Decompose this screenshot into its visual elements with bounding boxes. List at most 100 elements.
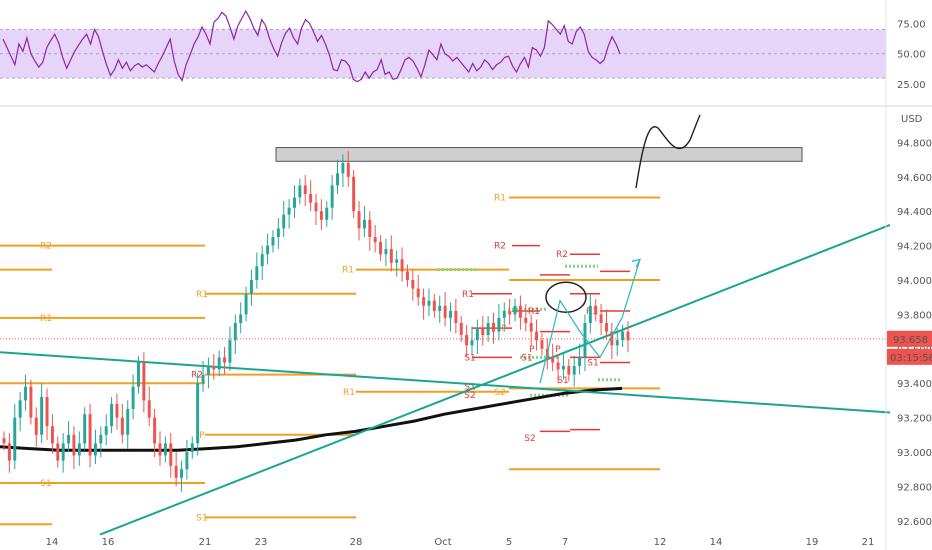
pivot-label: S1 (557, 376, 568, 386)
candle-body (88, 414, 92, 456)
candle-body (212, 366, 216, 370)
pivot-label: R1 (342, 266, 354, 276)
candle-body (303, 185, 307, 194)
candle-body (379, 242, 383, 255)
pivot-label: R2 (556, 250, 568, 260)
candle-body (174, 465, 178, 478)
candle-body (389, 249, 393, 263)
candle-body (126, 409, 130, 435)
candle-body (18, 400, 22, 418)
price-axis: 75.00 50.00 25.00 14 16 21 23 28 Oct 5 7 12 14 19 21 94… (46, 0, 932, 550)
candle-body (621, 331, 625, 341)
candle-body (24, 386, 27, 401)
y-tick-label: 94.800 (897, 138, 932, 149)
candle-body (449, 310, 452, 318)
candle-body (223, 357, 227, 363)
candle-body (34, 417, 38, 435)
candle-body (276, 228, 280, 237)
candle-body (83, 414, 87, 444)
pivot-label: R2 (40, 242, 52, 252)
candle-body (465, 335, 469, 346)
candle-body (518, 305, 522, 318)
candle-body (45, 396, 49, 427)
candle-body (594, 305, 598, 315)
y-tick-label: 94.600 (897, 173, 932, 184)
candle-body (104, 426, 108, 435)
candle-body (362, 219, 366, 229)
projection-arrowhead (631, 258, 642, 268)
candle-body (196, 383, 200, 444)
candle-body (29, 386, 33, 418)
candle-body (282, 214, 286, 229)
candle-body (93, 443, 97, 456)
candle-body (422, 297, 426, 306)
candle-body (249, 280, 253, 294)
candle-body (599, 314, 603, 323)
candle-body (524, 317, 528, 323)
x-tick-label: 23 (255, 537, 268, 548)
candle-body (336, 173, 339, 186)
pivot-label: R1 (196, 290, 208, 300)
candle-body (605, 323, 608, 332)
x-tick-label: 14 (710, 537, 723, 548)
candle-body (319, 211, 323, 220)
candle-body (588, 305, 592, 323)
hand-drawn-curve (635, 114, 701, 189)
candle-body (470, 340, 474, 346)
candle-body (120, 417, 124, 435)
rsi-tick-label: 50.00 (897, 50, 926, 61)
candle-body (438, 305, 442, 311)
candle-body (572, 366, 576, 375)
candle-body (206, 366, 210, 375)
candle-body (411, 280, 415, 289)
candle-body (228, 340, 232, 363)
candle-body (77, 443, 81, 456)
candle-body (561, 366, 565, 370)
candle-body (357, 211, 361, 229)
y-tick-label: 93.000 (897, 448, 932, 459)
candle-body (508, 310, 512, 315)
candle-body (443, 305, 447, 318)
candle-body (158, 443, 162, 456)
x-tick-label: 12 (654, 537, 667, 548)
candle-body (535, 331, 539, 341)
pivot-label: R1 (586, 307, 598, 317)
pivot-label: S2 (524, 434, 535, 444)
trendline-up (99, 224, 891, 536)
candle-body (185, 452, 189, 470)
candle-body (67, 434, 71, 444)
y-tick-label: 94.200 (897, 242, 932, 253)
last-price-tag (887, 330, 932, 347)
candle-body (287, 207, 291, 215)
candle-body (99, 434, 103, 444)
pivot-label: S1 (587, 359, 598, 369)
y-tick-label: 92.800 (897, 482, 932, 493)
sma200-line (0, 386, 623, 452)
candle-body (615, 340, 619, 346)
candle-body (368, 219, 372, 237)
countdown-text: 03:15:56 (890, 353, 932, 364)
y-tick-label: 94.000 (897, 276, 932, 287)
x-tick-label: 14 (46, 537, 59, 548)
candle-body (567, 366, 571, 375)
x-tick-label: 21 (862, 537, 875, 548)
pivot-label: R1 (40, 314, 52, 324)
x-tick-label: 19 (806, 537, 819, 548)
candle-body (400, 259, 404, 272)
pivot-label: R1 (462, 290, 474, 300)
x-tick-label: 21 (199, 537, 212, 548)
candle-body (201, 374, 205, 384)
candle-body (180, 469, 183, 478)
candle-body (233, 323, 237, 341)
unit-label: USD (901, 114, 923, 125)
candle-body (341, 163, 345, 174)
candle-body (131, 386, 135, 409)
candle-body (610, 331, 614, 346)
candle-body (7, 443, 11, 461)
candle-body (454, 310, 458, 323)
candle-body (497, 317, 501, 332)
candle-body (137, 362, 140, 387)
candle-body (244, 293, 248, 315)
candle-body (271, 237, 275, 246)
